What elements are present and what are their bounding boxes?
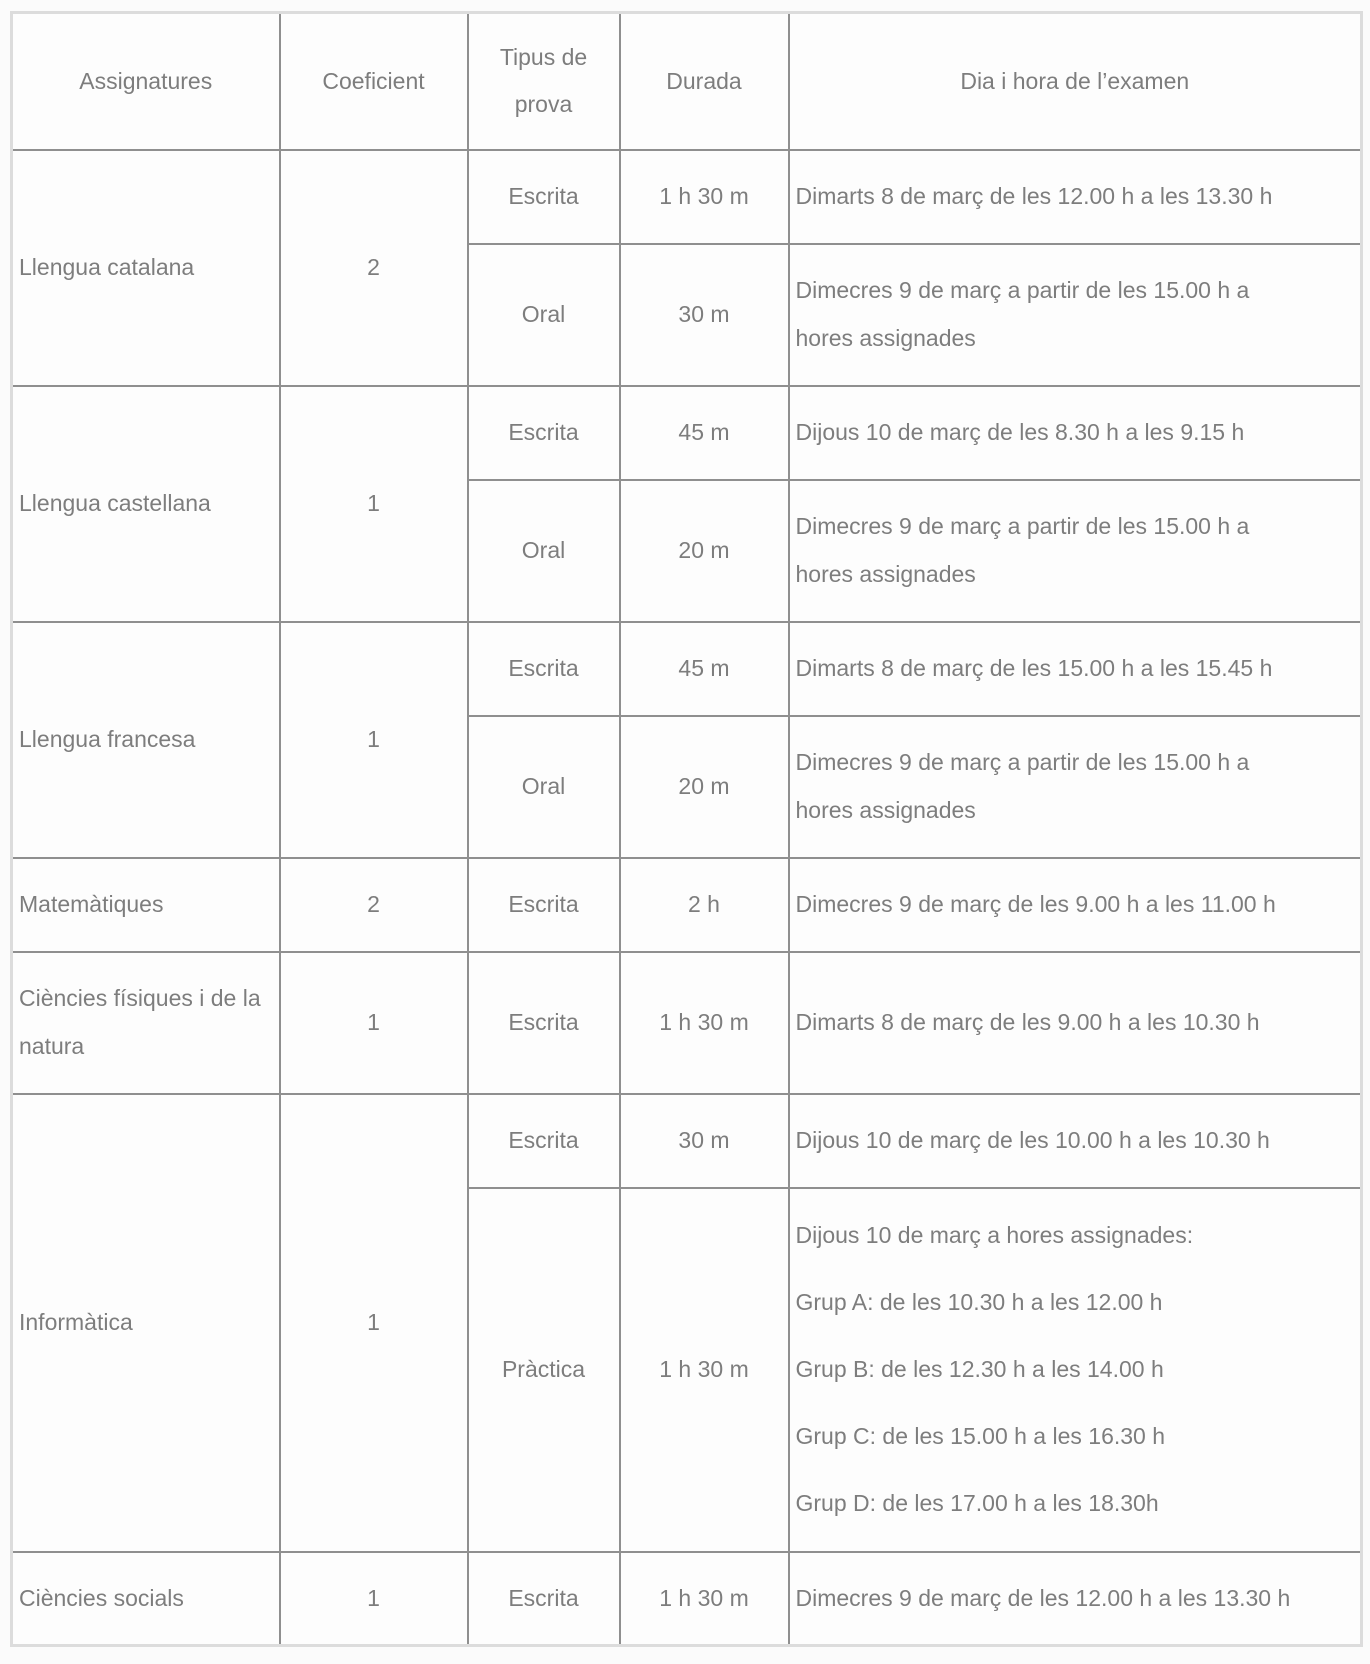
duration-cell: 1 h 30 m [618,1550,790,1647]
subject-cell: Llengua castellana [10,384,281,623]
row-llengua-catalana-oral: Oral 30 m Dimecres 9 de març a partir de… [12,242,1363,387]
schedule-cell: Dimarts 8 de març de les 15.00 h a les 1… [787,620,1363,717]
schedule-line: Dimecres 9 de març a partir de les 15.00… [795,749,1250,776]
row-ciencies-socials: Ciències socials 1 Escrita 1 h 30 m Dime… [10,1550,1363,1647]
schedule-line: Grup D: de les 17.00 h a les 18.30h [795,1490,1159,1517]
coefficient-cell: 2 [278,856,469,953]
exam-type-cell: Oral [466,478,621,623]
subject-cell: Informàtica [10,1092,281,1553]
row-llengua-francesa-oral: Oral 20 m Dimecres 9 de març a partir de… [12,714,1363,859]
duration-cell: 45 m [618,620,790,717]
header-cell-coeficient: Coeficient [278,11,469,151]
subject-cell: Ciències socials [10,1550,281,1647]
row-informatica-practica: Pràctica 1 h 30 m Dijous 10 de març a ho… [12,1186,1363,1553]
subject-cell: Ciències físiques i de la natura [10,950,281,1095]
duration-cell: 45 m [618,384,790,481]
exam-type-cell: Oral [466,714,621,859]
row-llengua-castellana-oral: Oral 20 m Dimecres 9 de març a partir de… [12,478,1363,623]
coefficient-cell: 1 [278,384,469,623]
schedule-line: Dimecres 9 de març a partir de les 15.00… [795,513,1250,540]
duration-cell: 20 m [618,478,790,623]
row-informatica-escrita: Informàtica 1 Escrita 30 m Dijous 10 de … [10,1092,1363,1553]
schedule-cell: Dijous 10 de març de les 8.30 h a les 9.… [787,384,1363,481]
schedule-cell: Dijous 10 de març a hores assignades: Gr… [787,1186,1363,1553]
schedule-line: Grup B: de les 12.30 h a les 14.00 h [795,1355,1164,1382]
schedule-line: Dijous 10 de març a hores assignades: [795,1221,1194,1248]
exam-schedule-table: Assignatures Coeficient Tipus de prova D… [10,11,1363,1647]
schedule-line: Grup C: de les 15.00 h a les 16.30 h [795,1423,1166,1450]
exam-type-cell: Escrita [466,620,621,717]
schedule-line: hores assignades [795,796,976,823]
exam-type-cell: Escrita [466,856,621,953]
schedule-cell: Dijous 10 de març de les 10.00 h a les 1… [787,1092,1363,1189]
exam-type-cell: Escrita [466,1550,621,1647]
exam-type-cell: Pràctica [466,1186,621,1553]
subject-cell: Llengua francesa [10,620,281,859]
header-cell-dia-i-hora: Dia i hora de l’examen [787,11,1363,151]
schedule-line: Grup A: de les 10.30 h a les 12.00 h [795,1288,1163,1315]
coefficient-cell: 2 [278,148,469,387]
coefficient-cell: 1 [278,1092,469,1553]
schedule-cell: Dimecres 9 de març de les 9.00 h a les 1… [787,856,1363,953]
duration-cell: 2 h [618,856,790,953]
schedule-line: hores assignades [795,560,976,587]
schedule-line: Dijous 10 de març de les 10.00 h a les 1… [795,1126,1270,1153]
coefficient-cell: 1 [278,620,469,859]
duration-cell: 1 h 30 m [618,950,790,1095]
table-header-row: Assignatures Coeficient Tipus de prova D… [10,11,1363,151]
schedule-line: Dijous 10 de març de les 8.30 h a les 9.… [795,418,1245,445]
duration-cell: 1 h 30 m [618,148,790,245]
header-cell-durada: Durada [618,11,790,151]
subject-cell: Llengua catalana [10,148,281,387]
duration-cell: 30 m [618,1092,790,1189]
schedule-line: Dimecres 9 de març de les 12.00 h a les … [795,1584,1291,1611]
header-cell-tipus-de-prova: Tipus de prova [466,11,621,151]
coefficient-cell: 1 [278,950,469,1095]
schedule-cell: Dimecres 9 de març a partir de les 15.00… [787,714,1363,859]
row-llengua-francesa-escrita: Llengua francesa 1 Escrita 45 m Dimarts … [10,620,1363,859]
row-ciencies-fisiques: Ciències físiques i de la natura 1 Escri… [10,950,1363,1095]
exam-type-cell: Escrita [466,1092,621,1189]
schedule-line: Dimarts 8 de març de les 12.00 h a les 1… [795,182,1273,209]
schedule-cell: Dimarts 8 de març de les 12.00 h a les 1… [787,148,1363,245]
row-matematiques: Matemàtiques 2 Escrita 2 h Dimecres 9 de… [10,856,1363,953]
exam-type-cell: Escrita [466,950,621,1095]
header-cell-assignatures: Assignatures [10,11,281,151]
exam-type-cell: Oral [466,242,621,387]
schedule-line: Dimarts 8 de març de les 15.00 h a les 1… [795,654,1273,681]
duration-cell: 20 m [618,714,790,859]
schedule-line: Dimarts 8 de març de les 9.00 h a les 10… [795,1008,1260,1035]
duration-cell: 30 m [618,242,790,387]
schedule-cell: Dimecres 9 de març a partir de les 15.00… [787,242,1363,387]
exam-type-cell: Escrita [466,148,621,245]
schedule-cell: Dimecres 9 de març a partir de les 15.00… [787,478,1363,623]
schedule-line: hores assignades [795,324,976,351]
exam-type-cell: Escrita [466,384,621,481]
subject-cell: Matemàtiques [10,856,281,953]
schedule-line: Dimecres 9 de març a partir de les 15.00… [795,277,1250,304]
row-llengua-catalana-escrita: Llengua catalana 2 Escrita 1 h 30 m Dima… [10,148,1363,387]
schedule-line: Dimecres 9 de març de les 9.00 h a les 1… [795,890,1276,917]
schedule-cell: Dimecres 9 de març de les 12.00 h a les … [787,1550,1363,1647]
duration-cell: 1 h 30 m [618,1186,790,1553]
coefficient-cell: 1 [278,1550,469,1647]
schedule-cell: Dimarts 8 de març de les 9.00 h a les 10… [787,950,1363,1095]
row-llengua-castellana-escrita: Llengua castellana 1 Escrita 45 m Dijous… [10,384,1363,623]
